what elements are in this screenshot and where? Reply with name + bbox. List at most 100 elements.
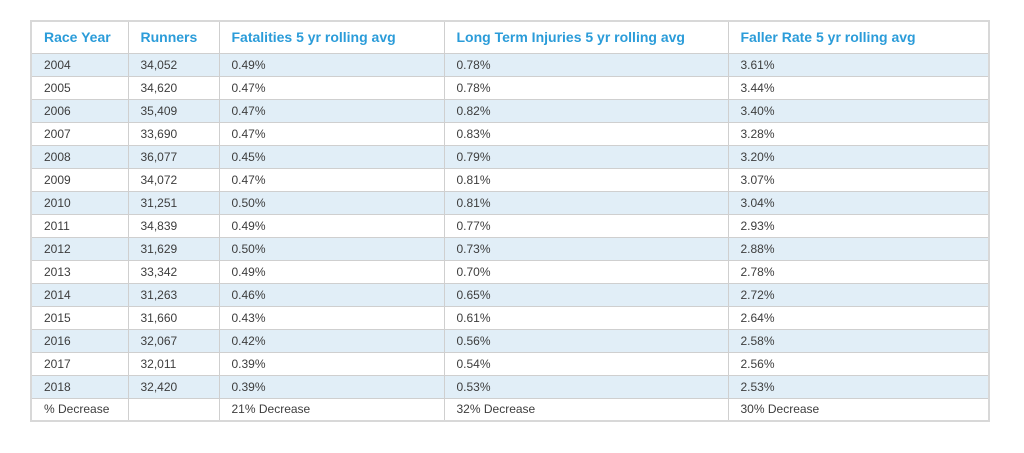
cell-long-term-injuries-5yr-avg: 0.79% bbox=[443, 144, 729, 169]
cell-runners: 32,067 bbox=[127, 328, 220, 353]
cell-faller-rate-5yr-avg: 2.53% bbox=[727, 374, 990, 399]
footer-cell-runners bbox=[127, 397, 220, 422]
cell-race-year: 2010 bbox=[30, 190, 129, 215]
column-header-race-year: Race Year bbox=[30, 20, 129, 54]
cell-long-term-injuries-5yr-avg: 0.81% bbox=[443, 167, 729, 192]
cell-race-year: 2016 bbox=[30, 328, 129, 353]
cell-race-year: 2018 bbox=[30, 374, 129, 399]
table-row-2014: 2014 31,263 0.46% 0.65% 2.72% bbox=[30, 282, 990, 307]
cell-race-year: 2015 bbox=[30, 305, 129, 330]
table-row-2009: 2009 34,072 0.47% 0.81% 3.07% bbox=[30, 167, 990, 192]
cell-faller-rate-5yr-avg: 3.61% bbox=[727, 52, 990, 77]
cell-fatalities-5yr-avg: 0.49% bbox=[218, 213, 445, 238]
table-row-2008: 2008 36,077 0.45% 0.79% 3.20% bbox=[30, 144, 990, 169]
cell-faller-rate-5yr-avg: 2.72% bbox=[727, 282, 990, 307]
table-body: 2004 34,052 0.49% 0.78% 3.61% 2005 34,620 0.47%… bbox=[30, 52, 990, 399]
table-row-2004: 2004 34,052 0.49% 0.78% 3.61% bbox=[30, 52, 990, 77]
cell-faller-rate-5yr-avg: 3.44% bbox=[727, 75, 990, 100]
footer-cell-faller-rate-5yr-avg: 30% Decrease bbox=[727, 397, 990, 422]
cell-race-year: 2011 bbox=[30, 213, 129, 238]
cell-faller-rate-5yr-avg: 2.58% bbox=[727, 328, 990, 353]
cell-fatalities-5yr-avg: 0.39% bbox=[218, 374, 445, 399]
table-row-2012: 2012 31,629 0.50% 0.73% 2.88% bbox=[30, 236, 990, 261]
cell-race-year: 2009 bbox=[30, 167, 129, 192]
cell-faller-rate-5yr-avg: 3.40% bbox=[727, 98, 990, 123]
cell-race-year: 2005 bbox=[30, 75, 129, 100]
cell-runners: 34,839 bbox=[127, 213, 220, 238]
race-stats-table: Race Year Runners Fatalities 5 yr rolling … bbox=[30, 20, 990, 422]
footer-cell-long-term-injuries-5yr-avg: 32% Decrease bbox=[443, 397, 729, 422]
cell-fatalities-5yr-avg: 0.50% bbox=[218, 236, 445, 261]
cell-runners: 31,629 bbox=[127, 236, 220, 261]
cell-fatalities-5yr-avg: 0.47% bbox=[218, 98, 445, 123]
cell-fatalities-5yr-avg: 0.47% bbox=[218, 75, 445, 100]
cell-faller-rate-5yr-avg: 3.07% bbox=[727, 167, 990, 192]
column-header-runners: Runners bbox=[127, 20, 220, 54]
cell-runners: 34,052 bbox=[127, 52, 220, 77]
cell-race-year: 2004 bbox=[30, 52, 129, 77]
table-header: Race Year Runners Fatalities 5 yr rolling … bbox=[30, 20, 990, 54]
footer-cell-race-year: % Decrease bbox=[30, 397, 129, 422]
column-header-long-term-injuries-5yr-avg: Long Term Injuries 5 yr rolling avg bbox=[443, 20, 729, 54]
cell-long-term-injuries-5yr-avg: 0.65% bbox=[443, 282, 729, 307]
cell-runners: 35,409 bbox=[127, 98, 220, 123]
cell-runners: 34,620 bbox=[127, 75, 220, 100]
cell-long-term-injuries-5yr-avg: 0.82% bbox=[443, 98, 729, 123]
table-row-2013: 2013 33,342 0.49% 0.70% 2.78% bbox=[30, 259, 990, 284]
cell-fatalities-5yr-avg: 0.46% bbox=[218, 282, 445, 307]
cell-runners: 33,690 bbox=[127, 121, 220, 146]
cell-faller-rate-5yr-avg: 2.78% bbox=[727, 259, 990, 284]
cell-fatalities-5yr-avg: 0.49% bbox=[218, 259, 445, 284]
table-row-2005: 2005 34,620 0.47% 0.78% 3.44% bbox=[30, 75, 990, 100]
table-row-2010: 2010 31,251 0.50% 0.81% 3.04% bbox=[30, 190, 990, 215]
table-row-2007: 2007 33,690 0.47% 0.83% 3.28% bbox=[30, 121, 990, 146]
cell-faller-rate-5yr-avg: 2.88% bbox=[727, 236, 990, 261]
cell-fatalities-5yr-avg: 0.43% bbox=[218, 305, 445, 330]
cell-race-year: 2014 bbox=[30, 282, 129, 307]
footer-row: % Decrease 21% Decrease 32% Decrease 30% De… bbox=[30, 397, 990, 422]
footer-cell-fatalities-5yr-avg: 21% Decrease bbox=[218, 397, 445, 422]
column-header-fatalities-5yr-avg: Fatalities 5 yr rolling avg bbox=[218, 20, 445, 54]
cell-long-term-injuries-5yr-avg: 0.83% bbox=[443, 121, 729, 146]
cell-faller-rate-5yr-avg: 3.04% bbox=[727, 190, 990, 215]
cell-long-term-injuries-5yr-avg: 0.54% bbox=[443, 351, 729, 376]
cell-long-term-injuries-5yr-avg: 0.53% bbox=[443, 374, 729, 399]
cell-runners: 32,011 bbox=[127, 351, 220, 376]
cell-runners: 31,251 bbox=[127, 190, 220, 215]
table-row-2016: 2016 32,067 0.42% 0.56% 2.58% bbox=[30, 328, 990, 353]
column-header-faller-rate-5yr-avg: Faller Rate 5 yr rolling avg bbox=[727, 20, 990, 54]
cell-faller-rate-5yr-avg: 3.20% bbox=[727, 144, 990, 169]
cell-fatalities-5yr-avg: 0.39% bbox=[218, 351, 445, 376]
cell-runners: 36,077 bbox=[127, 144, 220, 169]
cell-long-term-injuries-5yr-avg: 0.81% bbox=[443, 190, 729, 215]
cell-fatalities-5yr-avg: 0.42% bbox=[218, 328, 445, 353]
table-row-2015: 2015 31,660 0.43% 0.61% 2.64% bbox=[30, 305, 990, 330]
cell-race-year: 2006 bbox=[30, 98, 129, 123]
header-row: Race Year Runners Fatalities 5 yr rolling … bbox=[30, 20, 990, 54]
table-row-2006: 2006 35,409 0.47% 0.82% 3.40% bbox=[30, 98, 990, 123]
cell-long-term-injuries-5yr-avg: 0.61% bbox=[443, 305, 729, 330]
cell-race-year: 2017 bbox=[30, 351, 129, 376]
cell-runners: 31,660 bbox=[127, 305, 220, 330]
cell-faller-rate-5yr-avg: 2.64% bbox=[727, 305, 990, 330]
cell-race-year: 2012 bbox=[30, 236, 129, 261]
cell-race-year: 2007 bbox=[30, 121, 129, 146]
cell-long-term-injuries-5yr-avg: 0.73% bbox=[443, 236, 729, 261]
cell-fatalities-5yr-avg: 0.45% bbox=[218, 144, 445, 169]
cell-runners: 33,342 bbox=[127, 259, 220, 284]
table-row-2018: 2018 32,420 0.39% 0.53% 2.53% bbox=[30, 374, 990, 399]
cell-fatalities-5yr-avg: 0.50% bbox=[218, 190, 445, 215]
cell-fatalities-5yr-avg: 0.47% bbox=[218, 121, 445, 146]
table-footer: % Decrease 21% Decrease 32% Decrease 30% De… bbox=[30, 397, 990, 422]
cell-faller-rate-5yr-avg: 2.56% bbox=[727, 351, 990, 376]
cell-long-term-injuries-5yr-avg: 0.56% bbox=[443, 328, 729, 353]
table-row-2011: 2011 34,839 0.49% 0.77% 2.93% bbox=[30, 213, 990, 238]
cell-race-year: 2013 bbox=[30, 259, 129, 284]
cell-long-term-injuries-5yr-avg: 0.78% bbox=[443, 75, 729, 100]
table-row-2017: 2017 32,011 0.39% 0.54% 2.56% bbox=[30, 351, 990, 376]
cell-faller-rate-5yr-avg: 2.93% bbox=[727, 213, 990, 238]
cell-fatalities-5yr-avg: 0.49% bbox=[218, 52, 445, 77]
cell-race-year: 2008 bbox=[30, 144, 129, 169]
cell-runners: 34,072 bbox=[127, 167, 220, 192]
cell-faller-rate-5yr-avg: 3.28% bbox=[727, 121, 990, 146]
